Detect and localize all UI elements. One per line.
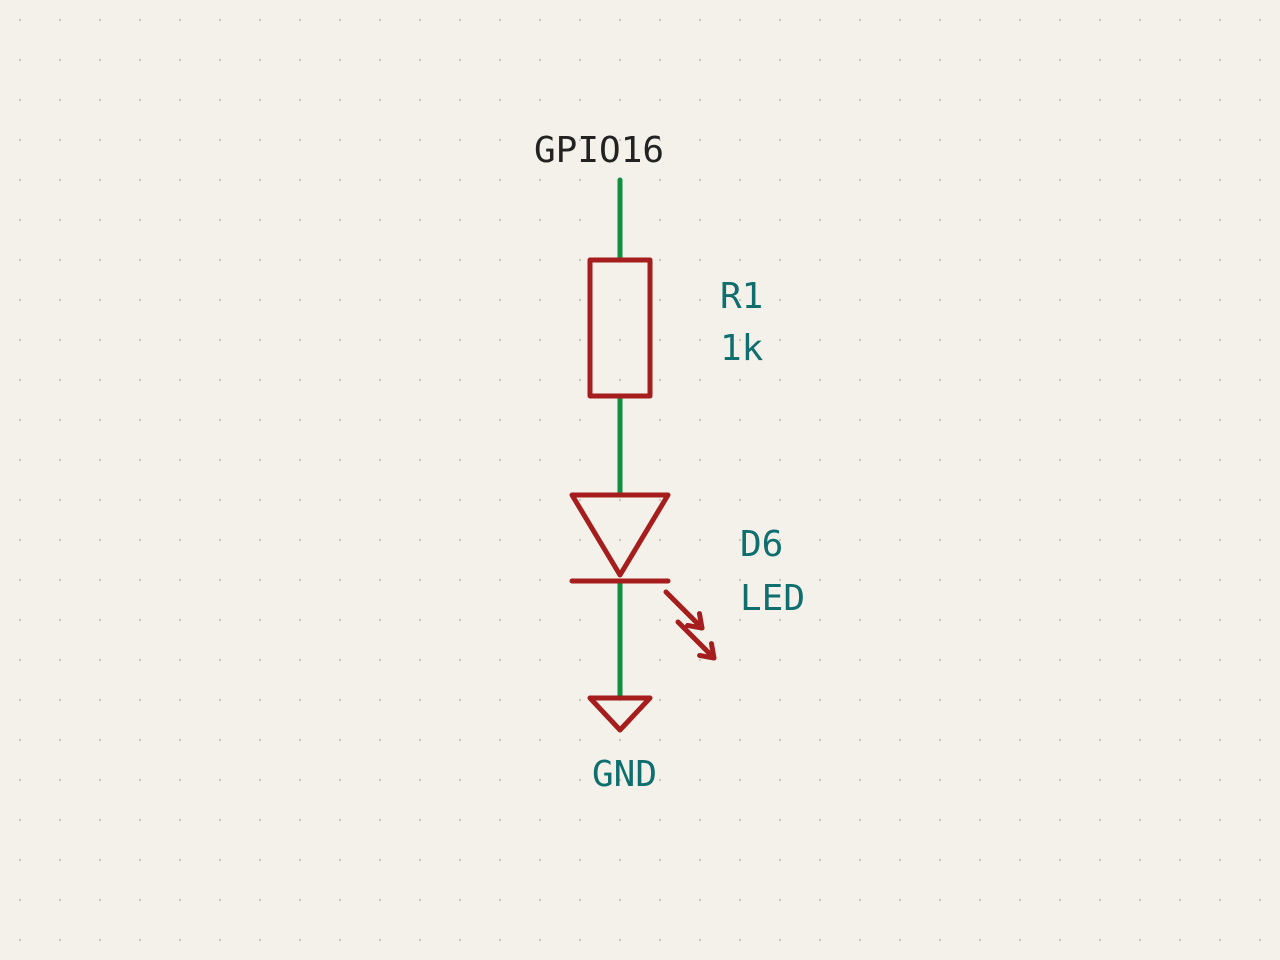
resistor-ref-label: R1 bbox=[720, 276, 763, 317]
schematic-canvas: GPIO16 R1 1k D6 LED GND bbox=[0, 0, 1280, 960]
resistor-value-label: 1k bbox=[720, 328, 764, 369]
led-ref-label: D6 bbox=[740, 524, 783, 565]
led-value-label: LED bbox=[740, 578, 805, 619]
net-label-bottom: GND bbox=[592, 754, 657, 795]
net-label-top: GPIO16 bbox=[534, 130, 664, 171]
